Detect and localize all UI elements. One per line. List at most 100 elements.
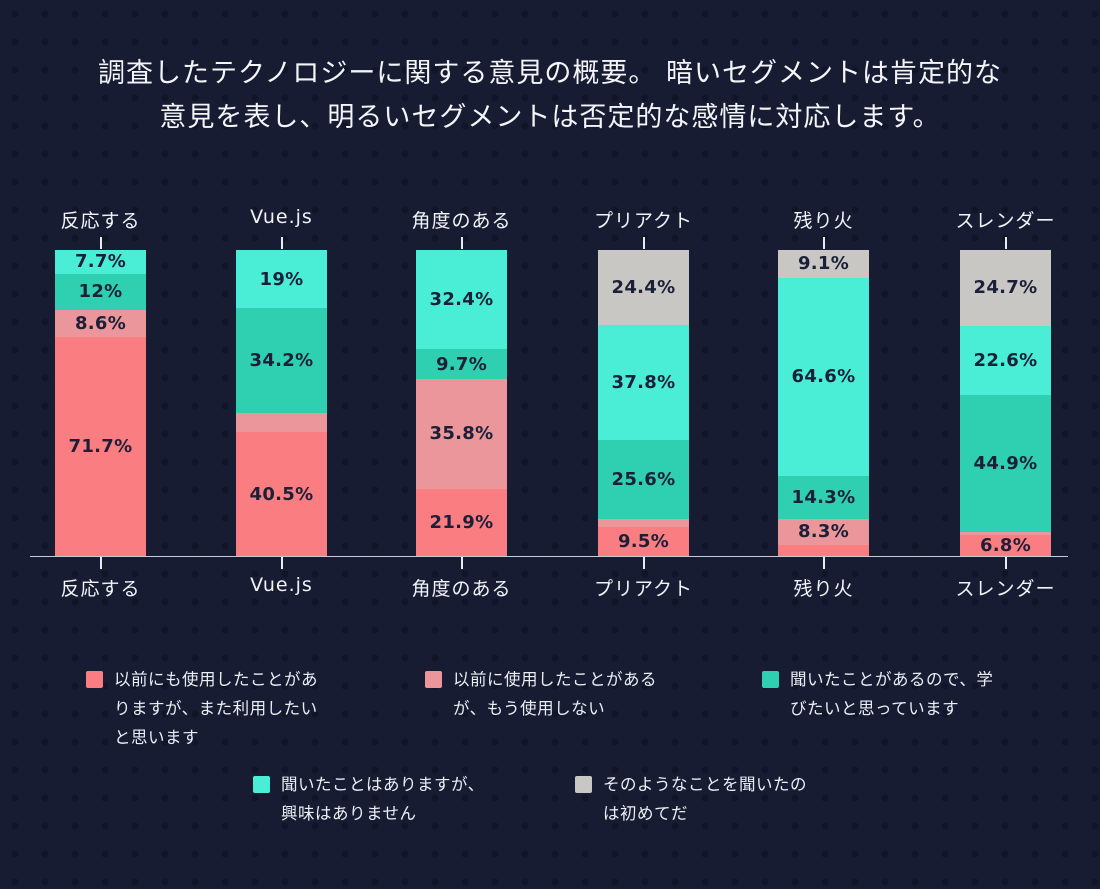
stacked-bar: 21.9% 35.8% 9.7% 32.4% bbox=[416, 250, 507, 556]
segment-value-label: 40.5% bbox=[249, 483, 314, 505]
segment-value-label: 6.8% bbox=[979, 535, 1032, 557]
legend-label: 聞いたことはありますが、 興味はありません bbox=[281, 775, 485, 823]
category-label-bottom: 角度のある bbox=[411, 578, 512, 600]
chart-title: 調査したテクノロジーに関する意見の概要。 暗いセグメントは肯定的な 意見を表し、… bbox=[98, 58, 1002, 133]
legend-swatch-gray-icon bbox=[575, 776, 592, 793]
bar-segment-want-to-learn[interactable]: 44.9% bbox=[960, 394, 1051, 533]
bar-group-1: 反応する 71.7% 8.6% 12% 7.7% 反応する bbox=[55, 0, 146, 610]
legend-item-would-use-again[interactable]: 以前にも使用したことがあ りますが、また利用したい と思います bbox=[86, 665, 318, 752]
bar-segment-want-to-learn[interactable]: 12% bbox=[55, 273, 146, 311]
stacked-bar: 6.8% 44.9% 22.6% 24.7% bbox=[960, 250, 1051, 556]
stacked-bar: 71.7% 8.6% 12% 7.7% bbox=[55, 250, 146, 556]
segment-value-label: 35.8% bbox=[429, 423, 494, 445]
bar-segment-would-use-again[interactable]: 40.5% bbox=[236, 432, 327, 556]
legend-label: 以前に使用したことがある が、もう使用しない bbox=[453, 670, 657, 718]
bar-segment-not-interested[interactable]: 22.6% bbox=[960, 325, 1051, 395]
bar-segment-not-interested[interactable]: 32.4% bbox=[416, 250, 507, 350]
bar-group-4: プリアクト 9.5% 25.6% 37.8% 24.4% プリアクト bbox=[594, 0, 692, 610]
bar-segment-wont-use-again[interactable]: 8.6% bbox=[55, 310, 146, 337]
bar-segment-wont-use-again[interactable]: 8.3% bbox=[778, 519, 869, 545]
segment-value-label: 8.6% bbox=[74, 312, 127, 334]
axis-tick-top bbox=[280, 237, 283, 249]
axis-tick-bottom bbox=[460, 557, 463, 569]
segment-value-label: 25.6% bbox=[611, 469, 676, 491]
axis-tick-top bbox=[822, 237, 825, 249]
bar-group-5: 残り火 8.3% 14.3% 64.6% 9.1% 残り火 bbox=[778, 0, 869, 610]
segment-value-label: 71.7% bbox=[68, 435, 133, 457]
axis-tick-top bbox=[99, 237, 102, 249]
segment-value-label: 9.5% bbox=[617, 530, 670, 552]
bar-segment-want-to-learn[interactable]: 25.6% bbox=[598, 440, 689, 519]
bar-segment-not-interested[interactable]: 7.7% bbox=[55, 250, 146, 274]
segment-value-label: 12% bbox=[78, 281, 123, 303]
bar-segment-would-use-again[interactable]: 9.5% bbox=[598, 526, 689, 556]
axis-tick-bottom bbox=[822, 557, 825, 569]
axis-tick-bottom bbox=[99, 557, 102, 569]
category-label-bottom: 反応する bbox=[60, 578, 141, 600]
bar-segment-wont-use-again[interactable] bbox=[236, 412, 327, 433]
category-label-top: Vue.js bbox=[250, 206, 313, 228]
category-label-top: 角度のある bbox=[411, 210, 512, 232]
category-label-top: 反応する bbox=[60, 210, 141, 232]
segment-value-label: 9.7% bbox=[435, 353, 488, 375]
bar-segment-would-use-again[interactable]: 71.7% bbox=[55, 336, 146, 556]
axis-tick-bottom bbox=[1004, 557, 1007, 569]
bar-segment-wont-use-again[interactable] bbox=[598, 518, 689, 527]
bar-group-2: Vue.js 40.5% 34.2% 19% Vue.js bbox=[236, 0, 327, 610]
bar-segment-never-heard-of-it[interactable]: 9.1% bbox=[778, 250, 869, 278]
segment-value-label: 34.2% bbox=[249, 349, 314, 371]
stacked-bar: 40.5% 34.2% 19% bbox=[236, 250, 327, 556]
bar-segment-wont-use-again[interactable]: 35.8% bbox=[416, 379, 507, 489]
segment-value-label: 8.3% bbox=[797, 521, 850, 543]
bar-segment-want-to-learn[interactable]: 9.7% bbox=[416, 349, 507, 380]
axis-tick-bottom bbox=[642, 557, 645, 569]
category-label-bottom: Vue.js bbox=[250, 574, 313, 596]
segment-value-label: 7.7% bbox=[74, 251, 127, 273]
segment-value-label: 64.6% bbox=[791, 366, 856, 388]
legend-label: 以前にも使用したことがあ りますが、また利用したい と思います bbox=[114, 670, 318, 747]
stacked-bar-chart: 反応する 71.7% 8.6% 12% 7.7% 反応する Vue.js 40.5% 34.2%… bbox=[30, 0, 1068, 610]
axis-tick-top bbox=[1004, 237, 1007, 249]
legend-item-want-to-learn[interactable]: 聞いたことがあるので、学 びたいと思っています bbox=[762, 665, 993, 723]
bar-segment-not-interested[interactable]: 64.6% bbox=[778, 277, 869, 476]
bar-segment-wont-use-again[interactable] bbox=[960, 532, 1051, 536]
stacked-bar: 9.5% 25.6% 37.8% 24.4% bbox=[598, 250, 689, 556]
bar-segment-never-heard-of-it[interactable]: 24.7% bbox=[960, 250, 1051, 326]
axis-tick-top bbox=[642, 237, 645, 249]
segment-value-label: 19% bbox=[259, 268, 304, 290]
bar-segment-would-use-again[interactable]: 6.8% bbox=[960, 535, 1051, 556]
category-label-top: プリアクト bbox=[593, 210, 694, 232]
segment-value-label: 9.1% bbox=[797, 253, 850, 275]
legend-label: 聞いたことがあるので、学 びたいと思っています bbox=[790, 670, 994, 718]
segment-value-label: 22.6% bbox=[973, 349, 1038, 371]
bar-segment-not-interested[interactable]: 37.8% bbox=[598, 324, 689, 441]
segment-value-label: 24.7% bbox=[973, 277, 1038, 299]
segment-value-label: 37.8% bbox=[611, 372, 676, 394]
segment-value-label: 32.4% bbox=[429, 289, 494, 311]
bar-segment-not-interested[interactable]: 19% bbox=[236, 250, 327, 309]
segment-value-label: 44.9% bbox=[973, 452, 1038, 474]
category-label-bottom: プリアクト bbox=[593, 578, 694, 600]
category-label-bottom: スレンダー bbox=[955, 578, 1056, 600]
bar-segment-want-to-learn[interactable]: 34.2% bbox=[236, 308, 327, 413]
segment-value-label: 14.3% bbox=[791, 486, 856, 508]
category-label-top: スレンダー bbox=[955, 210, 1056, 232]
legend-swatch-teal-icon bbox=[762, 671, 779, 688]
segment-value-label: 21.9% bbox=[429, 511, 494, 533]
bar-segment-would-use-again[interactable] bbox=[778, 544, 869, 556]
legend-item-not-interested[interactable]: 聞いたことはありますが、 興味はありません bbox=[253, 770, 485, 828]
category-label-bottom: 残り火 bbox=[793, 578, 854, 600]
bar-segment-never-heard-of-it[interactable]: 24.4% bbox=[598, 250, 689, 325]
category-label-top: 残り火 bbox=[793, 210, 854, 232]
bar-group-3: 角度のある 21.9% 35.8% 9.7% 32.4% 角度のある bbox=[411, 0, 510, 610]
legend-swatch-turquoise-icon bbox=[253, 776, 270, 793]
bar-segment-want-to-learn[interactable]: 14.3% bbox=[778, 475, 869, 520]
axis-tick-bottom bbox=[280, 557, 283, 569]
legend-item-never-heard[interactable]: そのようなことを聞いたの は初めてだ bbox=[575, 770, 807, 828]
segment-value-label: 24.4% bbox=[611, 276, 676, 298]
bar-segment-would-use-again[interactable]: 21.9% bbox=[416, 488, 507, 556]
legend-item-wont-use-again[interactable]: 以前に使用したことがある が、もう使用しない bbox=[425, 665, 657, 723]
stacked-bar: 8.3% 14.3% 64.6% 9.1% bbox=[778, 250, 869, 556]
legend-swatch-muted-pink-icon bbox=[425, 671, 442, 688]
